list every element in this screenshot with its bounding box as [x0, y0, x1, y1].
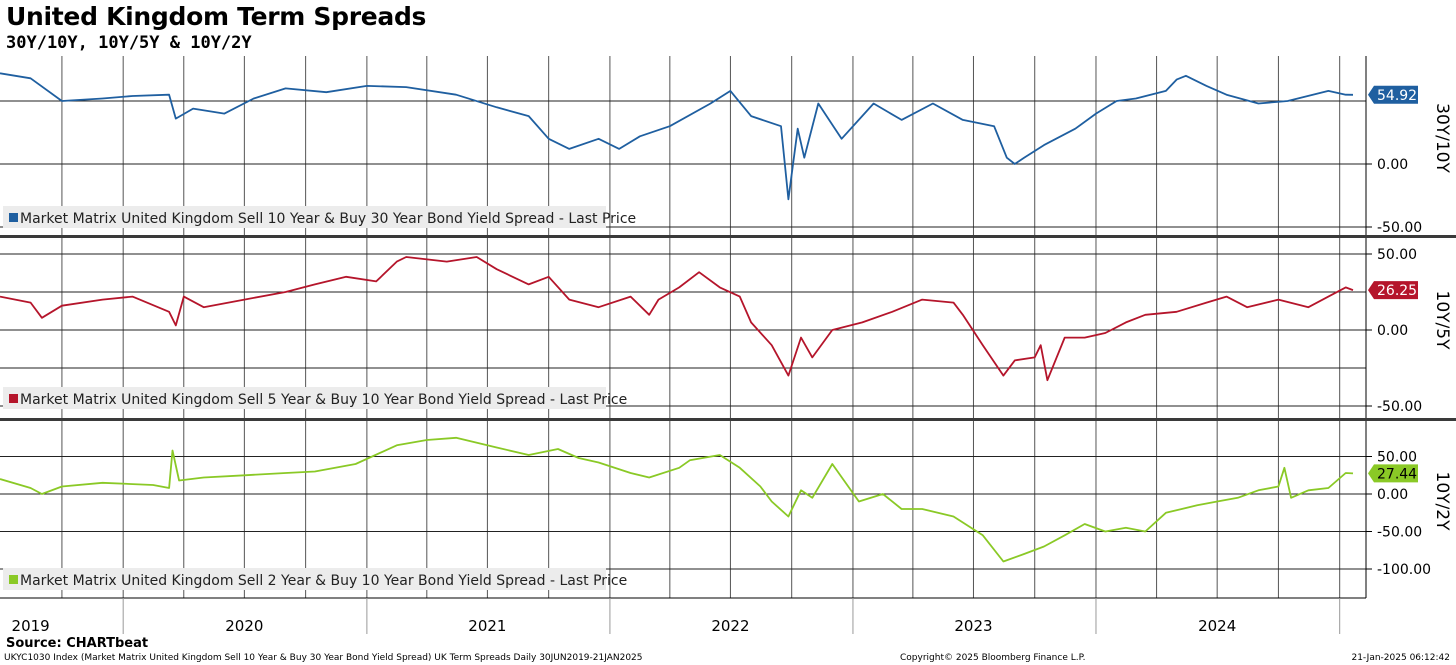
y-tick-label: 50.00: [1377, 247, 1417, 263]
last-value-tag: [1368, 85, 1418, 104]
panel-separator: [0, 418, 1456, 421]
footer-timestamp: 21-Jan-2025 06:12:42: [1351, 653, 1450, 663]
legend-swatch: [9, 394, 18, 403]
chart-subtitle: 30Y/10Y, 10Y/5Y & 10Y/2Y: [6, 33, 252, 53]
panel-separator: [0, 235, 1456, 238]
panel-axis-label: 10Y/5Y: [1432, 291, 1452, 351]
legend-label: Market Matrix United Kingdom Sell 2 Year…: [20, 573, 627, 589]
y-tick-label: 50.00: [1377, 450, 1417, 466]
legend-box: [3, 206, 606, 228]
legend-label: Market Matrix United Kingdom Sell 10 Yea…: [20, 211, 636, 227]
y-tick-label: 0.00: [1377, 487, 1408, 503]
chart-title: United Kingdom Term Spreads: [6, 2, 427, 31]
source-note: Source: CHARTbeat: [6, 636, 149, 651]
series-line: [0, 72, 1354, 201]
y-tick-label: -50.00: [1377, 220, 1422, 236]
series-line: [0, 256, 1354, 382]
series-line: [0, 436, 1354, 563]
last-value-label: 26.25: [1377, 283, 1417, 299]
y-tick-label: -100.00: [1377, 562, 1431, 578]
x-tick-label: 2024: [1198, 617, 1236, 635]
last-value-tag: [1368, 281, 1418, 300]
x-tick-label: 2019: [12, 617, 50, 635]
y-tick-label: 0.00: [1377, 323, 1408, 339]
panel-axis-label: 30Y/10Y: [1432, 103, 1452, 173]
x-tick-label: 2022: [711, 617, 749, 635]
footer-copyright: Copyright© 2025 Bloomberg Finance L.P.: [900, 653, 1086, 663]
x-tick-label: 2023: [954, 617, 992, 635]
legend-box: [3, 387, 606, 409]
x-tick-label: 2020: [225, 617, 263, 635]
y-tick-label: 0.00: [1377, 157, 1408, 173]
last-value-label: 54.92: [1377, 88, 1417, 104]
legend-label: Market Matrix United Kingdom Sell 5 Year…: [20, 392, 627, 408]
legend-swatch: [9, 213, 18, 222]
footer-index-description: UKYC1030 Index (Market Matrix United Kin…: [4, 653, 643, 663]
y-tick-label: -50.00: [1377, 525, 1422, 541]
last-value-tag: [1368, 464, 1418, 483]
last-value-label: 27.44: [1377, 466, 1417, 482]
legend-box: [3, 568, 606, 590]
panel-axis-label: 10Y/2Y: [1432, 472, 1452, 532]
x-tick-label: 2021: [468, 617, 506, 635]
y-tick-label: -50.00: [1377, 399, 1422, 415]
legend-swatch: [9, 575, 18, 584]
